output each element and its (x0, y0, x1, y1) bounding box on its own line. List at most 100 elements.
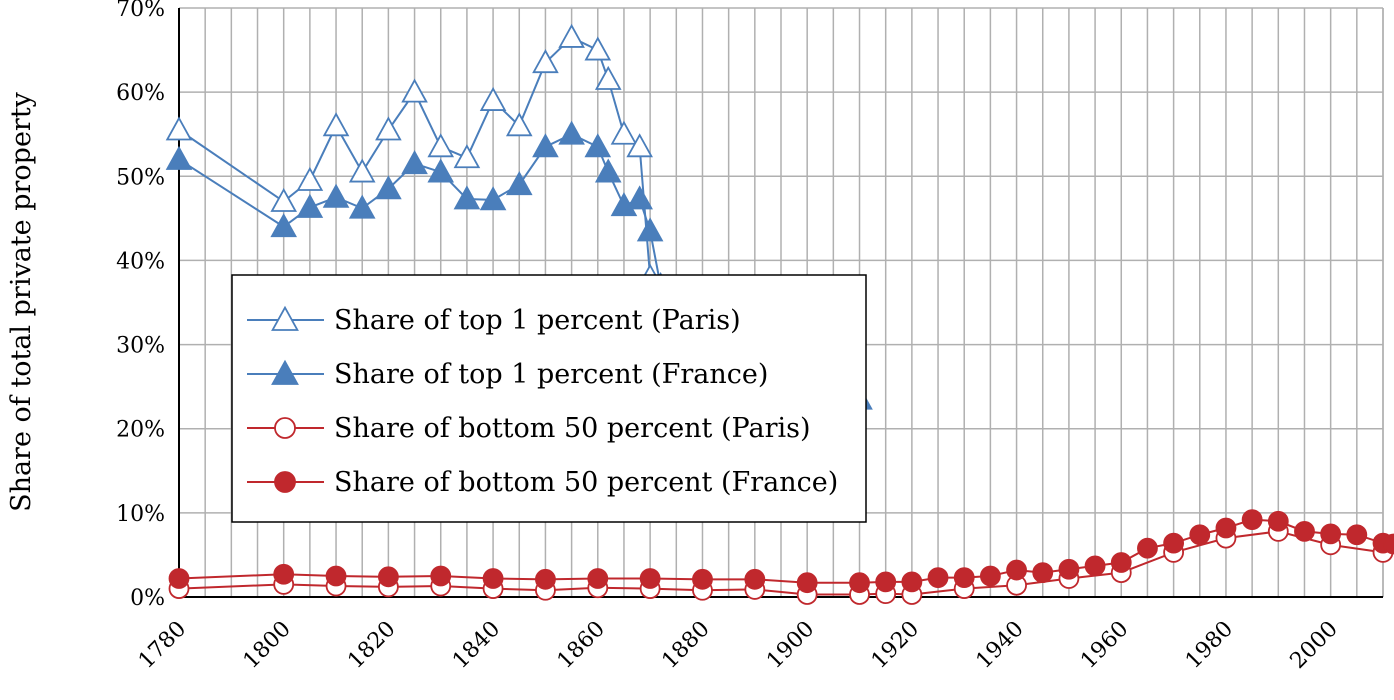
data-point (274, 417, 296, 439)
data-point (532, 49, 559, 74)
data-point (1241, 509, 1263, 530)
data-point (375, 175, 402, 200)
data-point (584, 133, 612, 158)
data-point (168, 568, 190, 589)
y-tick-label: 60% (116, 81, 165, 106)
data-point (626, 133, 653, 158)
x-tick-label: 1980 (1181, 617, 1238, 674)
series-line (178, 518, 1394, 584)
data-point (1294, 520, 1315, 542)
data-point (271, 359, 299, 385)
x-tick-label: 1840 (448, 617, 505, 674)
data-point (584, 36, 612, 61)
legend-item: Share of top 1 percent (France) (247, 359, 768, 390)
data-point (979, 565, 1001, 587)
x-axis-ticks: 1780 1800 1820 1840 1860 1880 1900 1920 1940 1960… (134, 617, 1343, 674)
data-point (1163, 532, 1185, 554)
data-point (430, 565, 452, 587)
legend-label: Share of bottom 50 percent (France) (334, 467, 838, 498)
y-tick-label: 20% (116, 418, 165, 443)
legend-box (231, 274, 867, 523)
data-point (1084, 555, 1106, 577)
data-point (270, 213, 298, 238)
y-tick-label: 30% (116, 334, 165, 359)
x-tick-label: 1780 (134, 617, 191, 674)
data-point (296, 166, 324, 191)
data-point (322, 183, 350, 208)
data-point (479, 86, 507, 111)
data-point (692, 568, 713, 590)
data-point (325, 565, 347, 587)
data-point (1267, 510, 1289, 532)
data-point (927, 567, 949, 589)
data-point (427, 158, 455, 183)
data-point (636, 217, 664, 242)
data-point (849, 572, 870, 594)
data-point (274, 471, 296, 493)
data-point (796, 572, 818, 594)
x-tick-label: 1920 (867, 617, 924, 674)
y-tick-label: 40% (116, 249, 165, 274)
legend-item: Share of bottom 50 percent (Paris) (247, 413, 811, 444)
y-tick-label: 10% (116, 502, 165, 527)
data-point (322, 112, 350, 137)
data-point (535, 568, 556, 590)
y-axis-label: Share of total private property (6, 91, 37, 512)
data-point (744, 568, 766, 590)
legend-item: Share of bottom 50 percent (France) (247, 467, 838, 498)
series (168, 509, 1394, 594)
x-tick-label: 2000 (1286, 617, 1343, 674)
data-point (1058, 558, 1080, 580)
data-point (401, 78, 428, 103)
data-point (953, 567, 975, 589)
data-point (639, 568, 661, 589)
x-tick-label: 1940 (972, 617, 1029, 674)
data-point (273, 563, 295, 585)
data-point (594, 158, 622, 183)
legend: Share of top 1 percent (Paris) Share of t… (231, 274, 867, 523)
data-point (296, 193, 324, 218)
data-point (270, 187, 298, 212)
data-point (1189, 524, 1211, 546)
data-point (1346, 524, 1368, 546)
data-point (587, 568, 609, 589)
data-point (453, 144, 481, 169)
y-tick-label: 70% (116, 0, 165, 22)
data-point (1032, 562, 1054, 583)
data-point (1383, 533, 1394, 555)
data-point (165, 145, 193, 170)
y-axis-ticks: 0% 10% 20% 30% 40% 50% 60% 70% (116, 0, 165, 611)
data-point (505, 112, 533, 137)
y-tick-label: 50% (116, 165, 165, 190)
x-tick-label: 1960 (1076, 617, 1133, 674)
data-point (482, 568, 504, 589)
data-point (901, 571, 923, 593)
x-tick-label: 1860 (553, 617, 610, 674)
data-point (558, 120, 585, 145)
data-point (1320, 523, 1342, 545)
data-point (505, 171, 533, 196)
data-point (1110, 552, 1132, 573)
data-point (375, 116, 402, 141)
data-point (532, 133, 559, 158)
data-point (1137, 537, 1158, 559)
data-point (348, 194, 376, 219)
legend-item: Share of top 1 percent (Paris) (247, 305, 741, 336)
data-point (377, 566, 399, 588)
x-tick-label: 1800 (239, 617, 296, 674)
data-point (610, 120, 638, 145)
x-tick-label: 1900 (762, 617, 819, 674)
data-point (348, 158, 376, 183)
legend-label: Share of top 1 percent (Paris) (334, 305, 741, 336)
data-point (271, 305, 299, 331)
y-tick-label: 0% (130, 586, 165, 611)
data-point (1215, 517, 1237, 539)
data-point (558, 23, 585, 48)
data-point (401, 150, 428, 175)
legend-label: Share of bottom 50 percent (Paris) (334, 413, 811, 444)
legend-label: Share of top 1 percent (France) (334, 359, 768, 390)
x-tick-label: 1880 (657, 617, 714, 674)
data-point (479, 186, 507, 211)
data-point (875, 571, 897, 593)
